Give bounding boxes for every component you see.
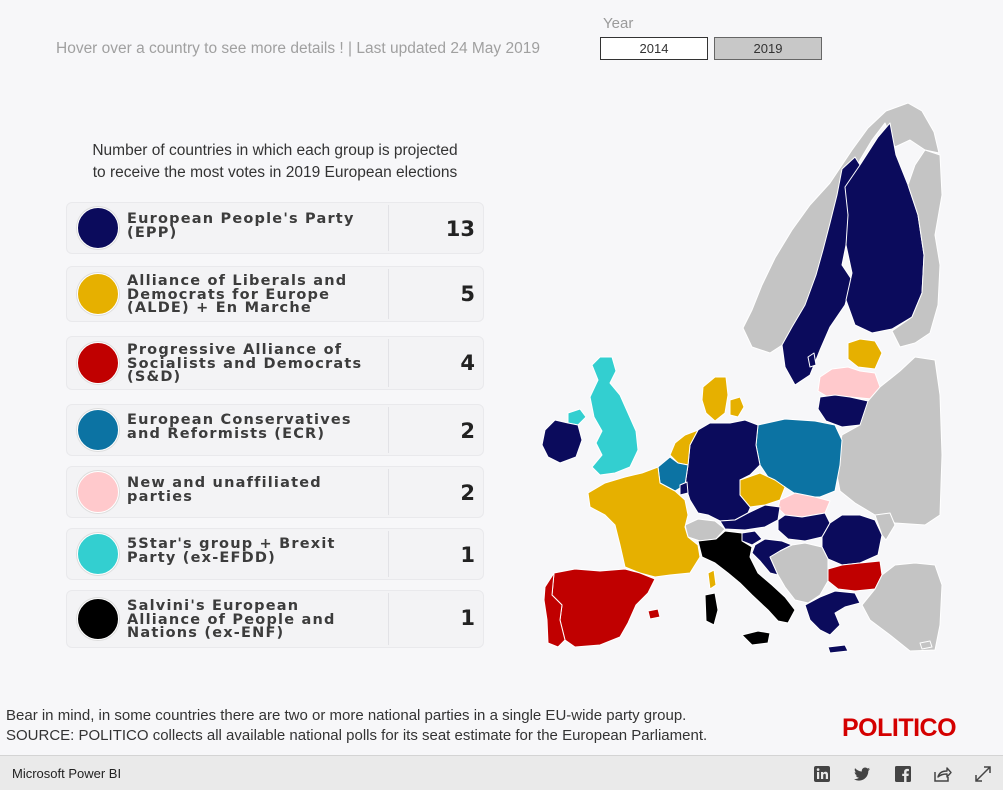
party-color-dot	[77, 207, 119, 249]
party-color-dot	[77, 533, 119, 575]
country-france-corsica[interactable]	[707, 569, 717, 590]
country-netherlands[interactable]	[669, 429, 699, 466]
country-balkans[interactable]	[769, 542, 829, 604]
country-bulgaria[interactable]	[827, 560, 883, 592]
year-label: Year	[603, 15, 634, 32]
year-button-2014[interactable]: 2014	[600, 37, 708, 60]
country-italy-sicily[interactable]	[741, 630, 771, 646]
country-greece-crete[interactable]	[827, 644, 849, 654]
legend-divider	[388, 339, 389, 387]
country-italy[interactable]	[697, 530, 796, 624]
power-bi-brand[interactable]: Microsoft Power BI	[12, 766, 122, 781]
legend-divider	[388, 269, 389, 319]
party-label: European Conservatives and Reformists (E…	[127, 412, 352, 442]
country-romania[interactable]	[821, 514, 883, 566]
party-count: 5	[460, 282, 475, 306]
party-color-dot	[77, 273, 119, 315]
legend-row-alde[interactable]: Alliance of Liberals and Democrats for E…	[66, 266, 484, 322]
party-count: 2	[460, 419, 475, 443]
party-color-dot	[77, 409, 119, 451]
country-latvia[interactable]	[817, 366, 881, 400]
legend-row-new[interactable]: New and unaffiliated parties 2	[66, 466, 484, 518]
country-portugal[interactable]	[543, 572, 566, 648]
party-count: 1	[460, 606, 475, 630]
country-austria[interactable]	[719, 504, 781, 531]
footnote-line1: Bear in mind, in some countries there ar…	[6, 707, 687, 724]
party-count: 1	[460, 543, 475, 567]
country-ireland[interactable]	[541, 419, 583, 464]
legend-divider	[388, 593, 389, 645]
power-bi-bottom-bar: Microsoft Power BI	[0, 755, 1003, 790]
source-label: SOURCE:	[6, 727, 75, 744]
legend-row-sd[interactable]: Progressive Alliance of Socialists and D…	[66, 336, 484, 390]
country-russia[interactable]	[891, 149, 943, 348]
fullscreen-icon[interactable]	[973, 764, 993, 784]
politico-logo[interactable]: POLITICO	[842, 714, 957, 742]
share-icon[interactable]	[932, 764, 952, 784]
hover-note: Hover over a country to see more details…	[56, 40, 540, 57]
country-uk[interactable]	[589, 356, 639, 476]
party-color-dot	[77, 471, 119, 513]
country-sweden-gotland[interactable]	[807, 352, 817, 368]
legend-subtitle-line2: to receive the most votes in 2019 Europe…	[92, 164, 458, 181]
party-label: New and unaffiliated parties	[127, 475, 322, 505]
legend-row-ecr[interactable]: European Conservatives and Reformists (E…	[66, 404, 484, 456]
country-moldova[interactable]	[874, 512, 896, 541]
party-label: Salvini's European Alliance of People an…	[127, 598, 336, 641]
country-denmark[interactable]	[701, 376, 729, 422]
country-france[interactable]	[587, 466, 701, 578]
legend-divider	[388, 531, 389, 577]
legend-subtitle-line1: Number of countries in which each group …	[92, 142, 458, 159]
source-text: POLITICO collects all available national…	[74, 727, 708, 744]
facebook-icon[interactable]	[893, 764, 913, 784]
legend-row-efdd[interactable]: 5Star's group + Brexit Party (ex-EFDD) 1	[66, 528, 484, 580]
country-cyprus[interactable]	[919, 640, 933, 650]
legend-subtitle: Number of countries in which each group …	[66, 140, 484, 184]
legend-divider	[388, 407, 389, 453]
party-count: 2	[460, 481, 475, 505]
country-spain[interactable]	[551, 568, 656, 648]
country-switzerland[interactable]	[684, 518, 726, 542]
country-estonia[interactable]	[847, 338, 883, 370]
party-color-dot	[77, 342, 119, 384]
legend-divider	[388, 205, 389, 251]
country-turkey[interactable]	[861, 562, 943, 652]
twitter-icon[interactable]	[852, 764, 872, 784]
party-label: Progressive Alliance of Socialists and D…	[127, 342, 363, 385]
country-poland[interactable]	[755, 418, 843, 498]
country-uk-ni[interactable]	[567, 408, 587, 426]
party-label: 5Star's group + Brexit Party (ex-EFDD)	[127, 536, 336, 566]
country-denmark-zealand[interactable]	[729, 396, 745, 418]
country-italy-sardinia[interactable]	[704, 592, 719, 626]
party-count: 13	[445, 217, 475, 241]
legend-row-epp[interactable]: European People's Party (EPP) 13	[66, 202, 484, 254]
linkedin-icon[interactable]	[812, 764, 832, 784]
party-color-dot	[77, 598, 119, 640]
country-luxembourg[interactable]	[679, 481, 689, 496]
legend-row-enf[interactable]: Salvini's European Alliance of People an…	[66, 590, 484, 648]
party-label: European People's Party (EPP)	[127, 211, 355, 241]
year-button-2019[interactable]: 2019	[714, 37, 822, 60]
party-count: 4	[460, 351, 475, 375]
legend-divider	[388, 469, 389, 515]
footnote: Bear in mind, in some countries there ar…	[6, 706, 707, 746]
party-label: Alliance of Liberals and Democrats for E…	[127, 273, 348, 316]
country-spain-balearics[interactable]	[647, 608, 661, 620]
footnote-source: SOURCE: POLITICO collects all available …	[6, 726, 707, 746]
country-greece[interactable]	[804, 590, 861, 636]
europe-map[interactable]	[530, 95, 950, 655]
